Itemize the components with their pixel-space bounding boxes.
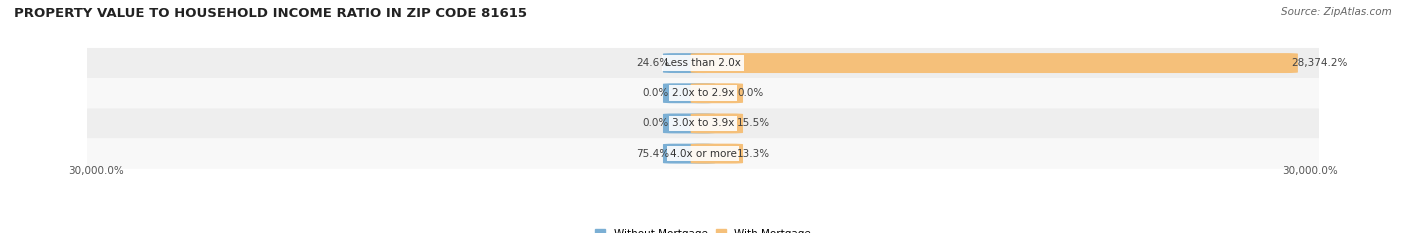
FancyBboxPatch shape (87, 48, 1319, 78)
FancyBboxPatch shape (690, 144, 742, 164)
Text: 0.0%: 0.0% (643, 118, 669, 128)
FancyBboxPatch shape (87, 108, 1319, 139)
Text: Less than 2.0x: Less than 2.0x (665, 58, 741, 68)
FancyBboxPatch shape (87, 139, 1319, 169)
Text: 15.5%: 15.5% (737, 118, 770, 128)
Text: 0.0%: 0.0% (643, 88, 669, 98)
Text: 4.0x or more: 4.0x or more (669, 149, 737, 159)
Text: PROPERTY VALUE TO HOUSEHOLD INCOME RATIO IN ZIP CODE 81615: PROPERTY VALUE TO HOUSEHOLD INCOME RATIO… (14, 7, 527, 20)
Text: 3.0x to 3.9x: 3.0x to 3.9x (672, 118, 734, 128)
FancyBboxPatch shape (690, 113, 742, 134)
FancyBboxPatch shape (690, 53, 1298, 73)
Text: 2.0x to 2.9x: 2.0x to 2.9x (672, 88, 734, 98)
FancyBboxPatch shape (664, 144, 716, 164)
Legend: Without Mortgage, With Mortgage: Without Mortgage, With Mortgage (595, 229, 811, 233)
FancyBboxPatch shape (664, 113, 716, 134)
FancyBboxPatch shape (690, 83, 742, 103)
Text: 24.6%: 24.6% (636, 58, 669, 68)
Text: 0.0%: 0.0% (737, 88, 763, 98)
FancyBboxPatch shape (664, 83, 716, 103)
Text: Source: ZipAtlas.com: Source: ZipAtlas.com (1281, 7, 1392, 17)
Text: 28,374.2%: 28,374.2% (1292, 58, 1348, 68)
Text: 30,000.0%: 30,000.0% (1282, 166, 1337, 176)
FancyBboxPatch shape (87, 78, 1319, 108)
Text: 75.4%: 75.4% (636, 149, 669, 159)
Text: 13.3%: 13.3% (737, 149, 770, 159)
Text: 30,000.0%: 30,000.0% (69, 166, 124, 176)
FancyBboxPatch shape (664, 53, 716, 73)
